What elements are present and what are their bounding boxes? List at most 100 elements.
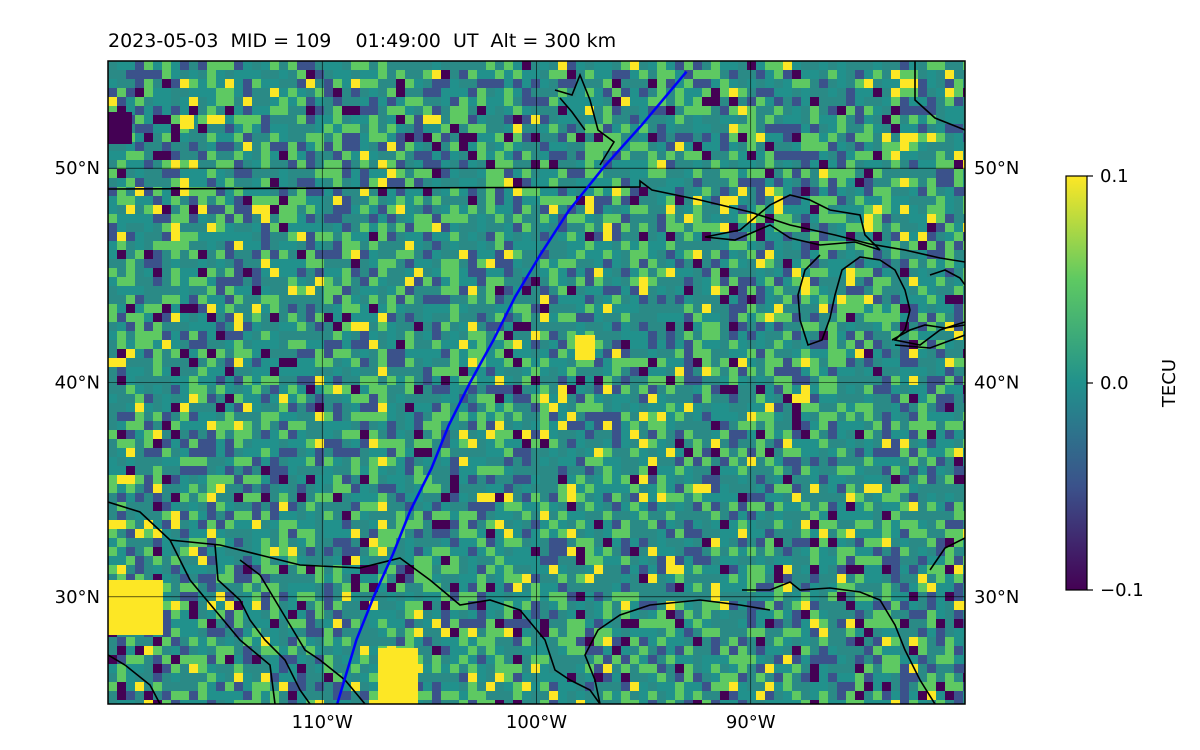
heatmap-cell (891, 421, 900, 430)
heatmap-cell (207, 169, 216, 178)
heatmap-cell (864, 520, 873, 529)
heatmap-cell (351, 664, 360, 673)
heatmap-cell (198, 574, 207, 583)
heatmap-cell (414, 628, 423, 637)
heatmap-cell (558, 187, 567, 196)
heatmap-cell (378, 313, 387, 322)
heatmap-cell (864, 547, 873, 556)
heatmap-cell (846, 178, 855, 187)
heatmap-cell (450, 340, 459, 349)
heatmap-cell (171, 655, 180, 664)
heatmap-cell (909, 79, 918, 88)
colorbar-tick-label: −0.1 (1100, 580, 1144, 601)
heatmap-cell (225, 106, 234, 115)
heatmap-cell (963, 466, 965, 475)
heatmap-cell (351, 295, 360, 304)
heatmap-cell (927, 457, 936, 466)
heatmap-cell (261, 115, 270, 124)
heatmap-cell (180, 448, 189, 457)
heatmap-cell (945, 79, 954, 88)
heatmap-cell (954, 178, 963, 187)
heatmap-cell (540, 664, 549, 673)
heatmap-cell (243, 286, 252, 295)
heatmap-cell (801, 151, 810, 160)
heatmap-cell (279, 106, 288, 115)
heatmap-cell (333, 412, 342, 421)
heatmap-cell (576, 250, 585, 259)
heatmap-cell (891, 313, 900, 322)
heatmap-cell (846, 88, 855, 97)
heatmap-cell (117, 313, 126, 322)
heatmap-cell (774, 565, 783, 574)
heatmap-cell (225, 502, 234, 511)
heatmap-cell (342, 331, 351, 340)
heatmap-cell (198, 331, 207, 340)
heatmap-cell (477, 466, 486, 475)
heatmap-cell (540, 673, 549, 682)
heatmap-cell (108, 79, 117, 88)
heatmap-cell (828, 115, 837, 124)
heatmap-cell (414, 700, 423, 704)
heatmap-cell (180, 286, 189, 295)
heatmap-cell (117, 196, 126, 205)
heatmap-cell (180, 421, 189, 430)
heatmap-cell (450, 475, 459, 484)
heatmap-patch (108, 580, 163, 635)
heatmap-cell (387, 232, 396, 241)
heatmap-cell (135, 493, 144, 502)
heatmap-cell (504, 169, 513, 178)
heatmap-cell (495, 421, 504, 430)
heatmap-cell (306, 214, 315, 223)
heatmap-cell (450, 331, 459, 340)
heatmap-cell (900, 520, 909, 529)
heatmap-cell (594, 673, 603, 682)
heatmap-cell (666, 376, 675, 385)
heatmap-cell (306, 241, 315, 250)
heatmap-cell (675, 376, 684, 385)
heatmap-cell (882, 466, 891, 475)
heatmap-cell (864, 700, 873, 704)
heatmap-cell (135, 385, 144, 394)
heatmap-cell (765, 88, 774, 97)
heatmap-cell (765, 367, 774, 376)
heatmap-cell (963, 313, 965, 322)
heatmap-cell (243, 385, 252, 394)
heatmap-cell (234, 376, 243, 385)
heatmap-cell (603, 520, 612, 529)
heatmap-cell (891, 646, 900, 655)
heatmap-cell (117, 97, 126, 106)
heatmap-cell (639, 682, 648, 691)
heatmap-cell (297, 538, 306, 547)
heatmap-cell (963, 88, 965, 97)
heatmap-cell (414, 187, 423, 196)
heatmap-cell (738, 88, 747, 97)
heatmap-cell (756, 178, 765, 187)
heatmap-cell (711, 628, 720, 637)
heatmap-cell (162, 610, 171, 619)
heatmap-cell (513, 205, 522, 214)
heatmap-cell (711, 250, 720, 259)
heatmap-cell (891, 331, 900, 340)
heatmap-cell (405, 565, 414, 574)
heatmap-cell (963, 178, 965, 187)
heatmap-cell (324, 286, 333, 295)
heatmap-cell (684, 88, 693, 97)
heatmap-cell (189, 196, 198, 205)
heatmap-cell (873, 295, 882, 304)
florida-coast (929, 537, 965, 571)
heatmap-cell (126, 97, 135, 106)
heatmap-cell (522, 592, 531, 601)
heatmap-cell (747, 448, 756, 457)
heatmap-cell (522, 682, 531, 691)
heatmap-cell (900, 484, 909, 493)
heatmap-cell (396, 133, 405, 142)
heatmap-cell (261, 340, 270, 349)
heatmap-cell (306, 115, 315, 124)
heatmap-cell (450, 601, 459, 610)
heatmap-cell (630, 682, 639, 691)
heatmap-cell (756, 529, 765, 538)
heatmap-cell (288, 277, 297, 286)
heatmap-cell (432, 691, 441, 700)
heatmap-cell (126, 439, 135, 448)
heatmap-cell (171, 331, 180, 340)
